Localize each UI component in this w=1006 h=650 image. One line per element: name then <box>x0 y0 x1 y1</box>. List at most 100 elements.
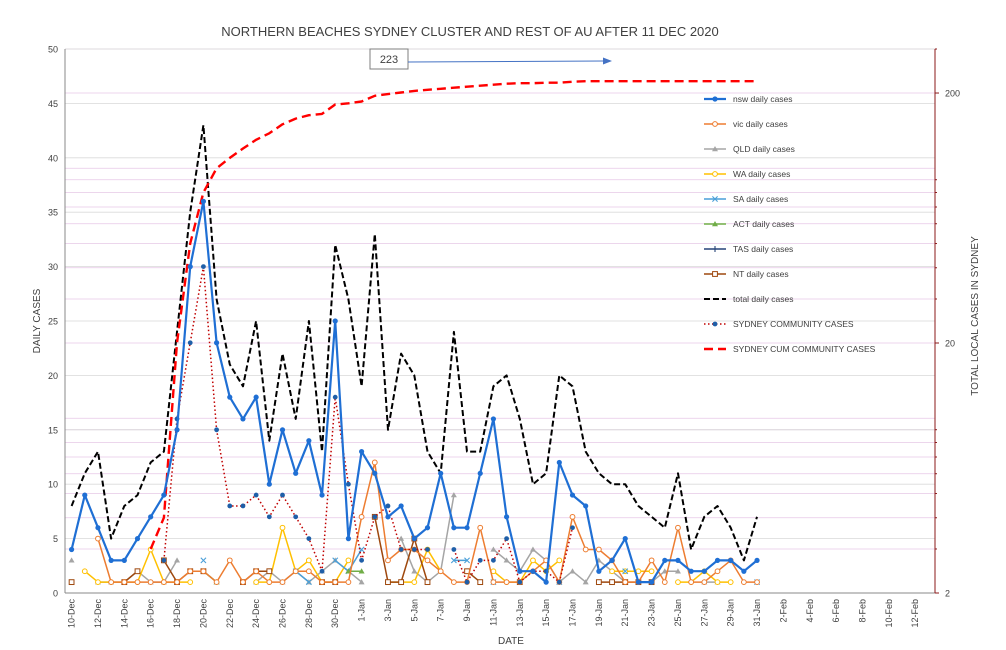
data-point <box>346 481 351 487</box>
data-point <box>712 271 718 277</box>
data-point <box>108 557 114 563</box>
legend-label: SA daily cases <box>733 194 788 204</box>
data-point <box>253 568 260 575</box>
data-point <box>161 492 167 498</box>
data-point <box>200 568 207 575</box>
data-point <box>358 513 365 520</box>
data-point <box>661 568 668 574</box>
data-point <box>345 557 352 564</box>
legend-entry: SYDNEY COMMUNITY CASES <box>704 319 854 329</box>
legend-entry: total daily cases <box>704 294 793 304</box>
data-point <box>477 524 484 531</box>
data-point <box>701 579 708 586</box>
legend-entry: WA daily cases <box>704 169 790 179</box>
data-point <box>240 503 246 509</box>
data-point <box>569 492 576 498</box>
data-point <box>187 568 194 575</box>
y-tick-label: 0 <box>53 589 58 599</box>
x-tick-label: 26-Dec <box>278 599 288 629</box>
data-point <box>398 547 404 552</box>
legend-label: total daily cases <box>733 294 793 304</box>
data-point <box>292 568 299 575</box>
data-point <box>712 171 718 177</box>
data-point <box>121 557 127 563</box>
data-point <box>438 470 444 476</box>
legend-label: NT daily cases <box>733 269 789 279</box>
data-point <box>226 557 233 564</box>
data-point <box>108 579 115 586</box>
data-point <box>332 318 338 324</box>
legend-label: SYDNEY COMMUNITY CASES <box>733 319 854 329</box>
data-point <box>583 503 589 509</box>
legend-label: TAS daily cases <box>733 244 793 254</box>
data-point <box>214 427 219 433</box>
y2-axis-label: TOTAL LOCAL CASES IN SYDNEY <box>970 236 981 396</box>
data-point <box>477 557 483 563</box>
y-tick-label: 5 <box>53 534 58 544</box>
data-point <box>385 579 391 586</box>
legend-label: SYDNEY CUM COMMUNITY CASES <box>733 344 876 354</box>
data-point <box>398 503 404 509</box>
data-point <box>622 536 628 542</box>
data-point <box>517 579 523 585</box>
x-tick-label: 27-Jan <box>699 599 709 627</box>
data-point <box>529 546 536 552</box>
y-tick-label: 15 <box>48 425 58 435</box>
data-point <box>293 514 299 520</box>
data-point <box>714 579 721 586</box>
y-tick-label: 35 <box>48 208 58 218</box>
series-line <box>70 124 758 562</box>
data-point <box>240 416 246 422</box>
x-tick-label: 10-Feb <box>884 599 894 628</box>
data-point <box>503 579 510 586</box>
series-sydney-cum-community-cases <box>149 80 757 550</box>
data-point <box>372 514 378 520</box>
data-point <box>543 579 549 585</box>
data-point <box>595 579 602 586</box>
data-point <box>662 557 668 563</box>
data-point <box>464 557 471 564</box>
data-point <box>95 535 101 542</box>
data-point <box>200 198 207 204</box>
callout-label: 223 <box>380 54 398 66</box>
data-point <box>372 470 378 476</box>
legend-entry: vic daily cases <box>704 119 788 129</box>
data-point <box>490 416 497 422</box>
data-point <box>266 514 272 520</box>
legend-label: ACT daily cases <box>733 219 794 229</box>
x-tick-label: 23-Jan <box>647 599 657 627</box>
data-point <box>648 557 655 564</box>
x-tick-label: 6-Feb <box>831 599 841 623</box>
data-point <box>712 196 718 202</box>
data-point <box>503 557 510 563</box>
y-tick-label: 50 <box>48 45 58 55</box>
data-point <box>68 557 75 563</box>
data-point <box>622 568 629 575</box>
data-point <box>187 264 193 270</box>
x-tick-label: 19-Jan <box>594 599 604 627</box>
x-tick-label: 13-Jan <box>515 599 525 627</box>
data-point <box>451 525 457 531</box>
data-point <box>675 524 681 531</box>
data-point <box>675 557 681 563</box>
data-point <box>609 557 615 563</box>
plot-area <box>68 80 761 586</box>
data-point <box>279 427 286 433</box>
data-point <box>266 568 273 575</box>
data-point <box>504 536 509 541</box>
data-point <box>332 394 338 400</box>
data-point <box>712 121 718 127</box>
data-point <box>293 470 299 476</box>
data-point <box>358 579 365 585</box>
data-point <box>712 146 718 152</box>
legend-label: WA daily cases <box>733 169 790 179</box>
callout-annotation: 223 <box>369 48 612 70</box>
data-point <box>569 513 576 520</box>
x-tick-label: 30-Dec <box>330 599 340 629</box>
data-point <box>477 470 483 476</box>
x-tick-label: 10-Dec <box>67 599 77 629</box>
data-point <box>95 525 101 531</box>
data-point <box>201 264 206 269</box>
data-point <box>648 579 655 585</box>
